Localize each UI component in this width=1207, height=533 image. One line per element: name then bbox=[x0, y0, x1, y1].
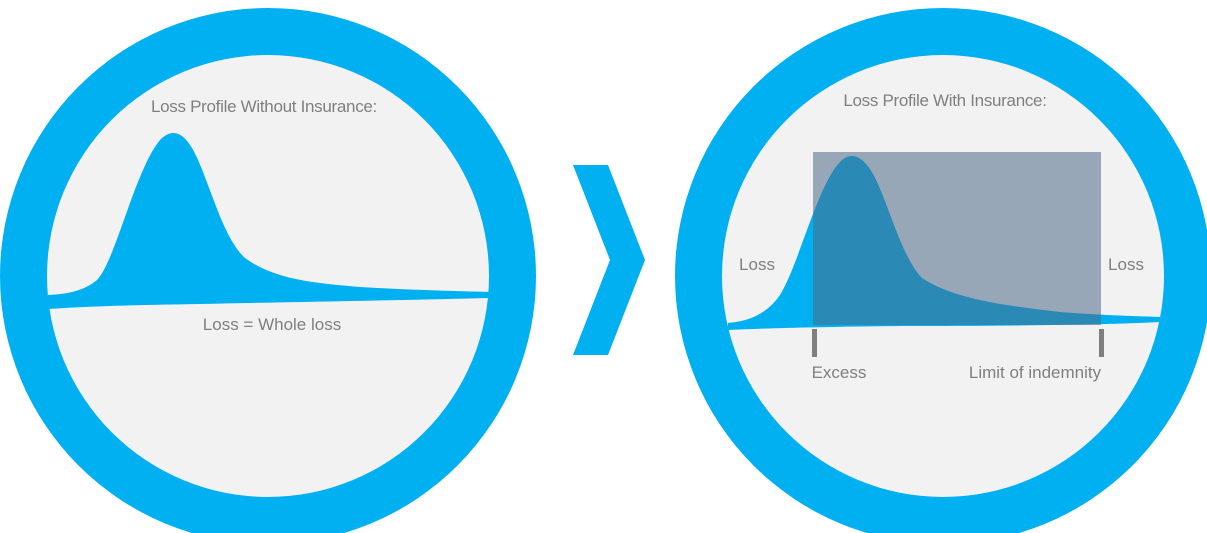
retained-loss-right-label: Loss bbox=[1108, 255, 1144, 274]
excess-marker bbox=[812, 329, 817, 357]
retained-loss-left-label: Loss bbox=[739, 255, 775, 274]
limit-marker bbox=[1099, 329, 1104, 357]
left-panel: Loss Profile Without Insurance: Loss = W… bbox=[0, 8, 536, 533]
left-panel-caption: Loss = Whole loss bbox=[203, 315, 341, 334]
right-panel-title: Loss Profile With Insurance: bbox=[843, 91, 1046, 110]
chevron-right-icon bbox=[573, 165, 645, 355]
left-panel-title: Loss Profile Without Insurance: bbox=[151, 97, 377, 116]
right-panel: Loss Profile With Insurance: Loss Loss E… bbox=[675, 8, 1207, 533]
limit-of-indemnity-label: Limit of indemnity bbox=[969, 363, 1102, 382]
left-loss-curve bbox=[48, 133, 490, 309]
insured-layer-band bbox=[813, 152, 1101, 325]
excess-label: Excess bbox=[812, 363, 867, 382]
